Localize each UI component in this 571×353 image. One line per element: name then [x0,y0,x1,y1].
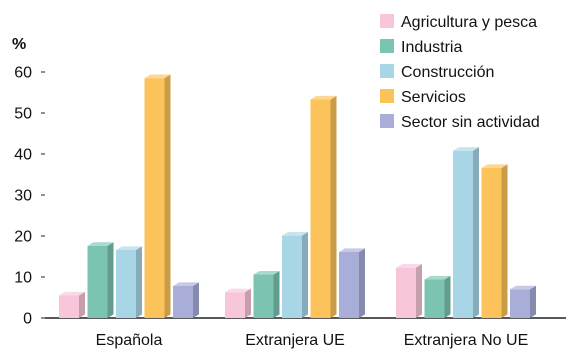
bar [173,282,199,318]
category-label: Española [96,332,163,349]
category-label: Extranjera UE [245,332,345,349]
bar [59,291,85,318]
legend-label: Agricultura y pesca [401,14,537,31]
y-axis: 0 10 20 30 40 50 60 [14,65,566,328]
bar-group [59,74,199,319]
y-tick-label: 20 [14,229,32,246]
legend-swatch [380,114,394,128]
y-tick-label: 40 [14,147,32,164]
bar [424,275,451,318]
legend-swatch [380,64,394,78]
legend-swatch [380,39,394,53]
x-axis: Española Extranjera UE Extranjera No UE [96,332,529,349]
bar-group [396,147,536,318]
y-tick-label: 0 [23,311,32,328]
bar [481,164,508,318]
legend-label: Servicios [401,89,466,106]
bar [453,147,479,318]
bar [253,270,280,318]
bar [510,285,536,318]
legend: Agricultura y pesca Industria Construcción… [380,14,540,131]
legend-label: Sector sin actividad [401,114,540,131]
y-tick-label: 50 [14,106,32,123]
legend-item: Sector sin actividad [380,114,540,131]
legend-item: Servicios [380,89,466,106]
bars [59,74,536,319]
bar [396,263,422,318]
legend-item: Construcción [380,64,494,81]
bar [144,74,171,319]
legend-label: Construcción [401,64,494,81]
bar [282,231,308,318]
bar [116,246,142,318]
legend-item: Industria [380,39,462,56]
bar [310,95,337,319]
y-tick-label: 60 [14,65,32,82]
bar-group [225,95,365,319]
category-label: Extranjera No UE [404,332,529,349]
y-tick-label: 10 [14,270,32,287]
y-axis-label: % [12,36,26,53]
y-tick-label: 30 [14,188,32,205]
legend-label: Industria [401,39,462,56]
legend-swatch [380,14,394,28]
legend-swatch [380,89,394,103]
bar [339,248,365,318]
bar [225,288,251,318]
legend-item: Agricultura y pesca [380,14,537,31]
bar [87,242,114,318]
